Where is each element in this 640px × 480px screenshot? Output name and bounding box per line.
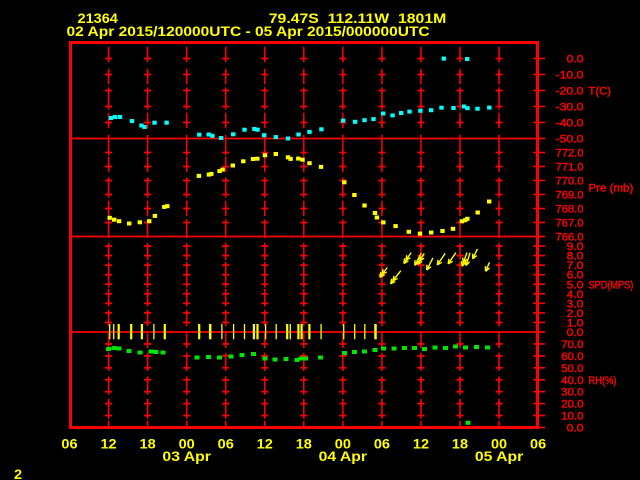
svg-text:10.0: 10.0 [561, 411, 583, 423]
svg-text:2: 2 [14, 467, 22, 480]
svg-text:Pre (mb): Pre (mb) [589, 183, 634, 195]
svg-text:04 Apr: 04 Apr [319, 449, 368, 464]
svg-text:60.0: 60.0 [561, 351, 583, 363]
svg-text:-10.0: -10.0 [556, 70, 584, 82]
svg-text:18: 18 [140, 436, 156, 451]
svg-text:21364: 21364 [78, 11, 119, 26]
svg-text:6.0: 6.0 [567, 270, 584, 282]
svg-text:00: 00 [491, 436, 507, 451]
svg-text:4.0: 4.0 [567, 289, 584, 301]
svg-text:-50.0: -50.0 [556, 134, 584, 146]
svg-text:767.0: 767.0 [556, 218, 584, 230]
svg-text:3.0: 3.0 [567, 298, 584, 310]
svg-text:00: 00 [335, 436, 351, 451]
svg-text:-40.0: -40.0 [556, 118, 584, 130]
svg-text:12: 12 [413, 436, 429, 451]
svg-text:0.0: 0.0 [567, 327, 584, 339]
svg-text:5.0: 5.0 [567, 279, 584, 291]
svg-text:50.0: 50.0 [561, 363, 583, 375]
svg-text:771.0: 771.0 [556, 162, 584, 174]
svg-text:79.47S 112.11W 1801M: 79.47S 112.11W 1801M [269, 11, 447, 26]
svg-text:06: 06 [374, 436, 390, 451]
svg-text:40.0: 40.0 [561, 375, 583, 387]
svg-text:03 Apr: 03 Apr [162, 449, 211, 464]
svg-text:-30.0: -30.0 [556, 102, 584, 114]
svg-text:05 Apr: 05 Apr [475, 449, 524, 464]
svg-text:00: 00 [179, 436, 195, 451]
svg-text:30.0: 30.0 [561, 387, 583, 399]
svg-text:18: 18 [452, 436, 468, 451]
svg-text:2.0: 2.0 [567, 308, 584, 320]
svg-text:12: 12 [100, 436, 116, 451]
svg-text:0.0: 0.0 [567, 54, 584, 66]
svg-text:SPD(MPS): SPD(MPS) [589, 279, 634, 291]
svg-text:20.0: 20.0 [561, 399, 583, 411]
svg-text:7.0: 7.0 [567, 260, 584, 272]
svg-text:766.0: 766.0 [556, 232, 584, 244]
svg-text:9.0: 9.0 [567, 241, 584, 253]
svg-text:0.0: 0.0 [567, 423, 584, 435]
svg-text:T(C): T(C) [589, 86, 611, 98]
svg-text:1.0: 1.0 [567, 317, 584, 329]
svg-text:8.0: 8.0 [567, 251, 584, 263]
svg-text:-20.0: -20.0 [556, 86, 584, 98]
svg-text:12: 12 [257, 436, 273, 451]
svg-text:70.0: 70.0 [561, 339, 583, 351]
svg-text:768.0: 768.0 [556, 204, 584, 216]
svg-text:06: 06 [530, 436, 546, 451]
svg-text:RH(%): RH(%) [589, 375, 617, 387]
svg-text:18: 18 [296, 436, 312, 451]
svg-text:769.0: 769.0 [556, 190, 584, 202]
svg-text:02 Apr 2015/120000UTC - 05 Apr: 02 Apr 2015/120000UTC - 05 Apr 2015/0000… [67, 24, 430, 39]
svg-text:770.0: 770.0 [556, 176, 584, 188]
svg-text:06: 06 [61, 436, 77, 451]
svg-text:772.0: 772.0 [556, 148, 584, 160]
svg-text:06: 06 [218, 436, 234, 451]
